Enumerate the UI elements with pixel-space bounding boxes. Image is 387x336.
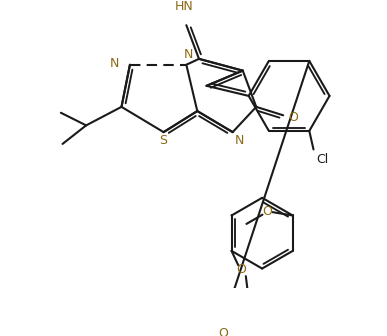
Text: N: N <box>184 48 194 61</box>
Text: N: N <box>235 134 244 147</box>
Text: N: N <box>110 56 120 70</box>
Text: O: O <box>218 327 228 336</box>
Text: S: S <box>159 134 168 147</box>
Text: HN: HN <box>175 0 193 13</box>
Text: O: O <box>288 111 298 124</box>
Text: O: O <box>237 263 247 276</box>
Text: O: O <box>262 205 272 218</box>
Text: Cl: Cl <box>317 153 329 166</box>
